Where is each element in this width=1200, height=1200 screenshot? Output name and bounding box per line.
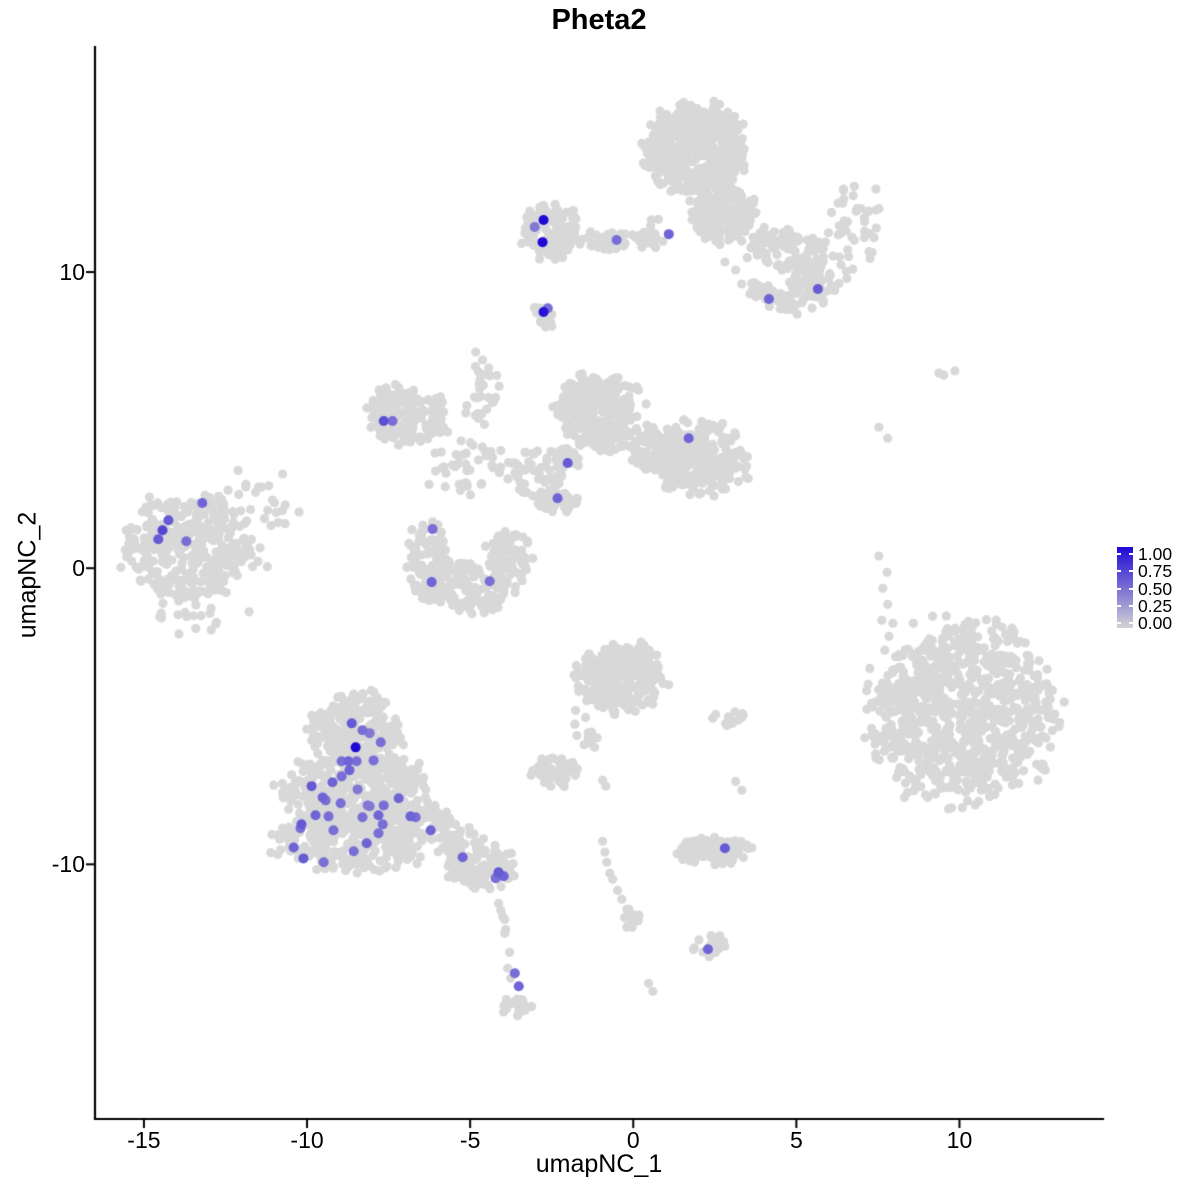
colorbar-legend: 1.00 0.75 0.50 0.25 0.00 (1112, 540, 1198, 636)
x-tick-label: -15 (127, 1127, 161, 1153)
legend-tick-label: 0.50 (1138, 578, 1173, 599)
legend-tick-mark (1117, 604, 1121, 607)
legend-tick-mark (1117, 553, 1121, 555)
y-tick-label: -10 (51, 851, 85, 878)
legend-tick-label: 0.75 (1138, 561, 1173, 582)
x-tick-label: 10 (946, 1127, 973, 1153)
legend-tick-mark (1129, 570, 1133, 573)
legend-tick-label: 1.00 (1138, 544, 1173, 564)
legend-tick-mark (1117, 622, 1121, 624)
legend-tick-mark (1129, 604, 1133, 607)
legend-tick-mark (1129, 587, 1133, 590)
legend-tick-mark (1117, 587, 1121, 590)
legend-tick-label: 0.25 (1138, 595, 1173, 616)
x-tick-label: -10 (290, 1127, 324, 1153)
legend-tick-label: 0.00 (1138, 613, 1173, 633)
x-tick-label: 5 (789, 1127, 803, 1153)
plot-title: Pheta2 (551, 4, 647, 36)
legend-tick-mark (1129, 622, 1133, 624)
colorbar-gradient (1117, 547, 1133, 628)
x-tick-label: -5 (459, 1127, 481, 1153)
legend-tick-mark (1117, 570, 1121, 573)
y-tick-label: 0 (72, 555, 85, 582)
y-tick-label: 10 (59, 259, 85, 286)
legend-tick-mark (1129, 553, 1133, 555)
x-axis-title: umapNC_1 (535, 1150, 663, 1178)
x-tick-label: 0 (626, 1127, 640, 1153)
